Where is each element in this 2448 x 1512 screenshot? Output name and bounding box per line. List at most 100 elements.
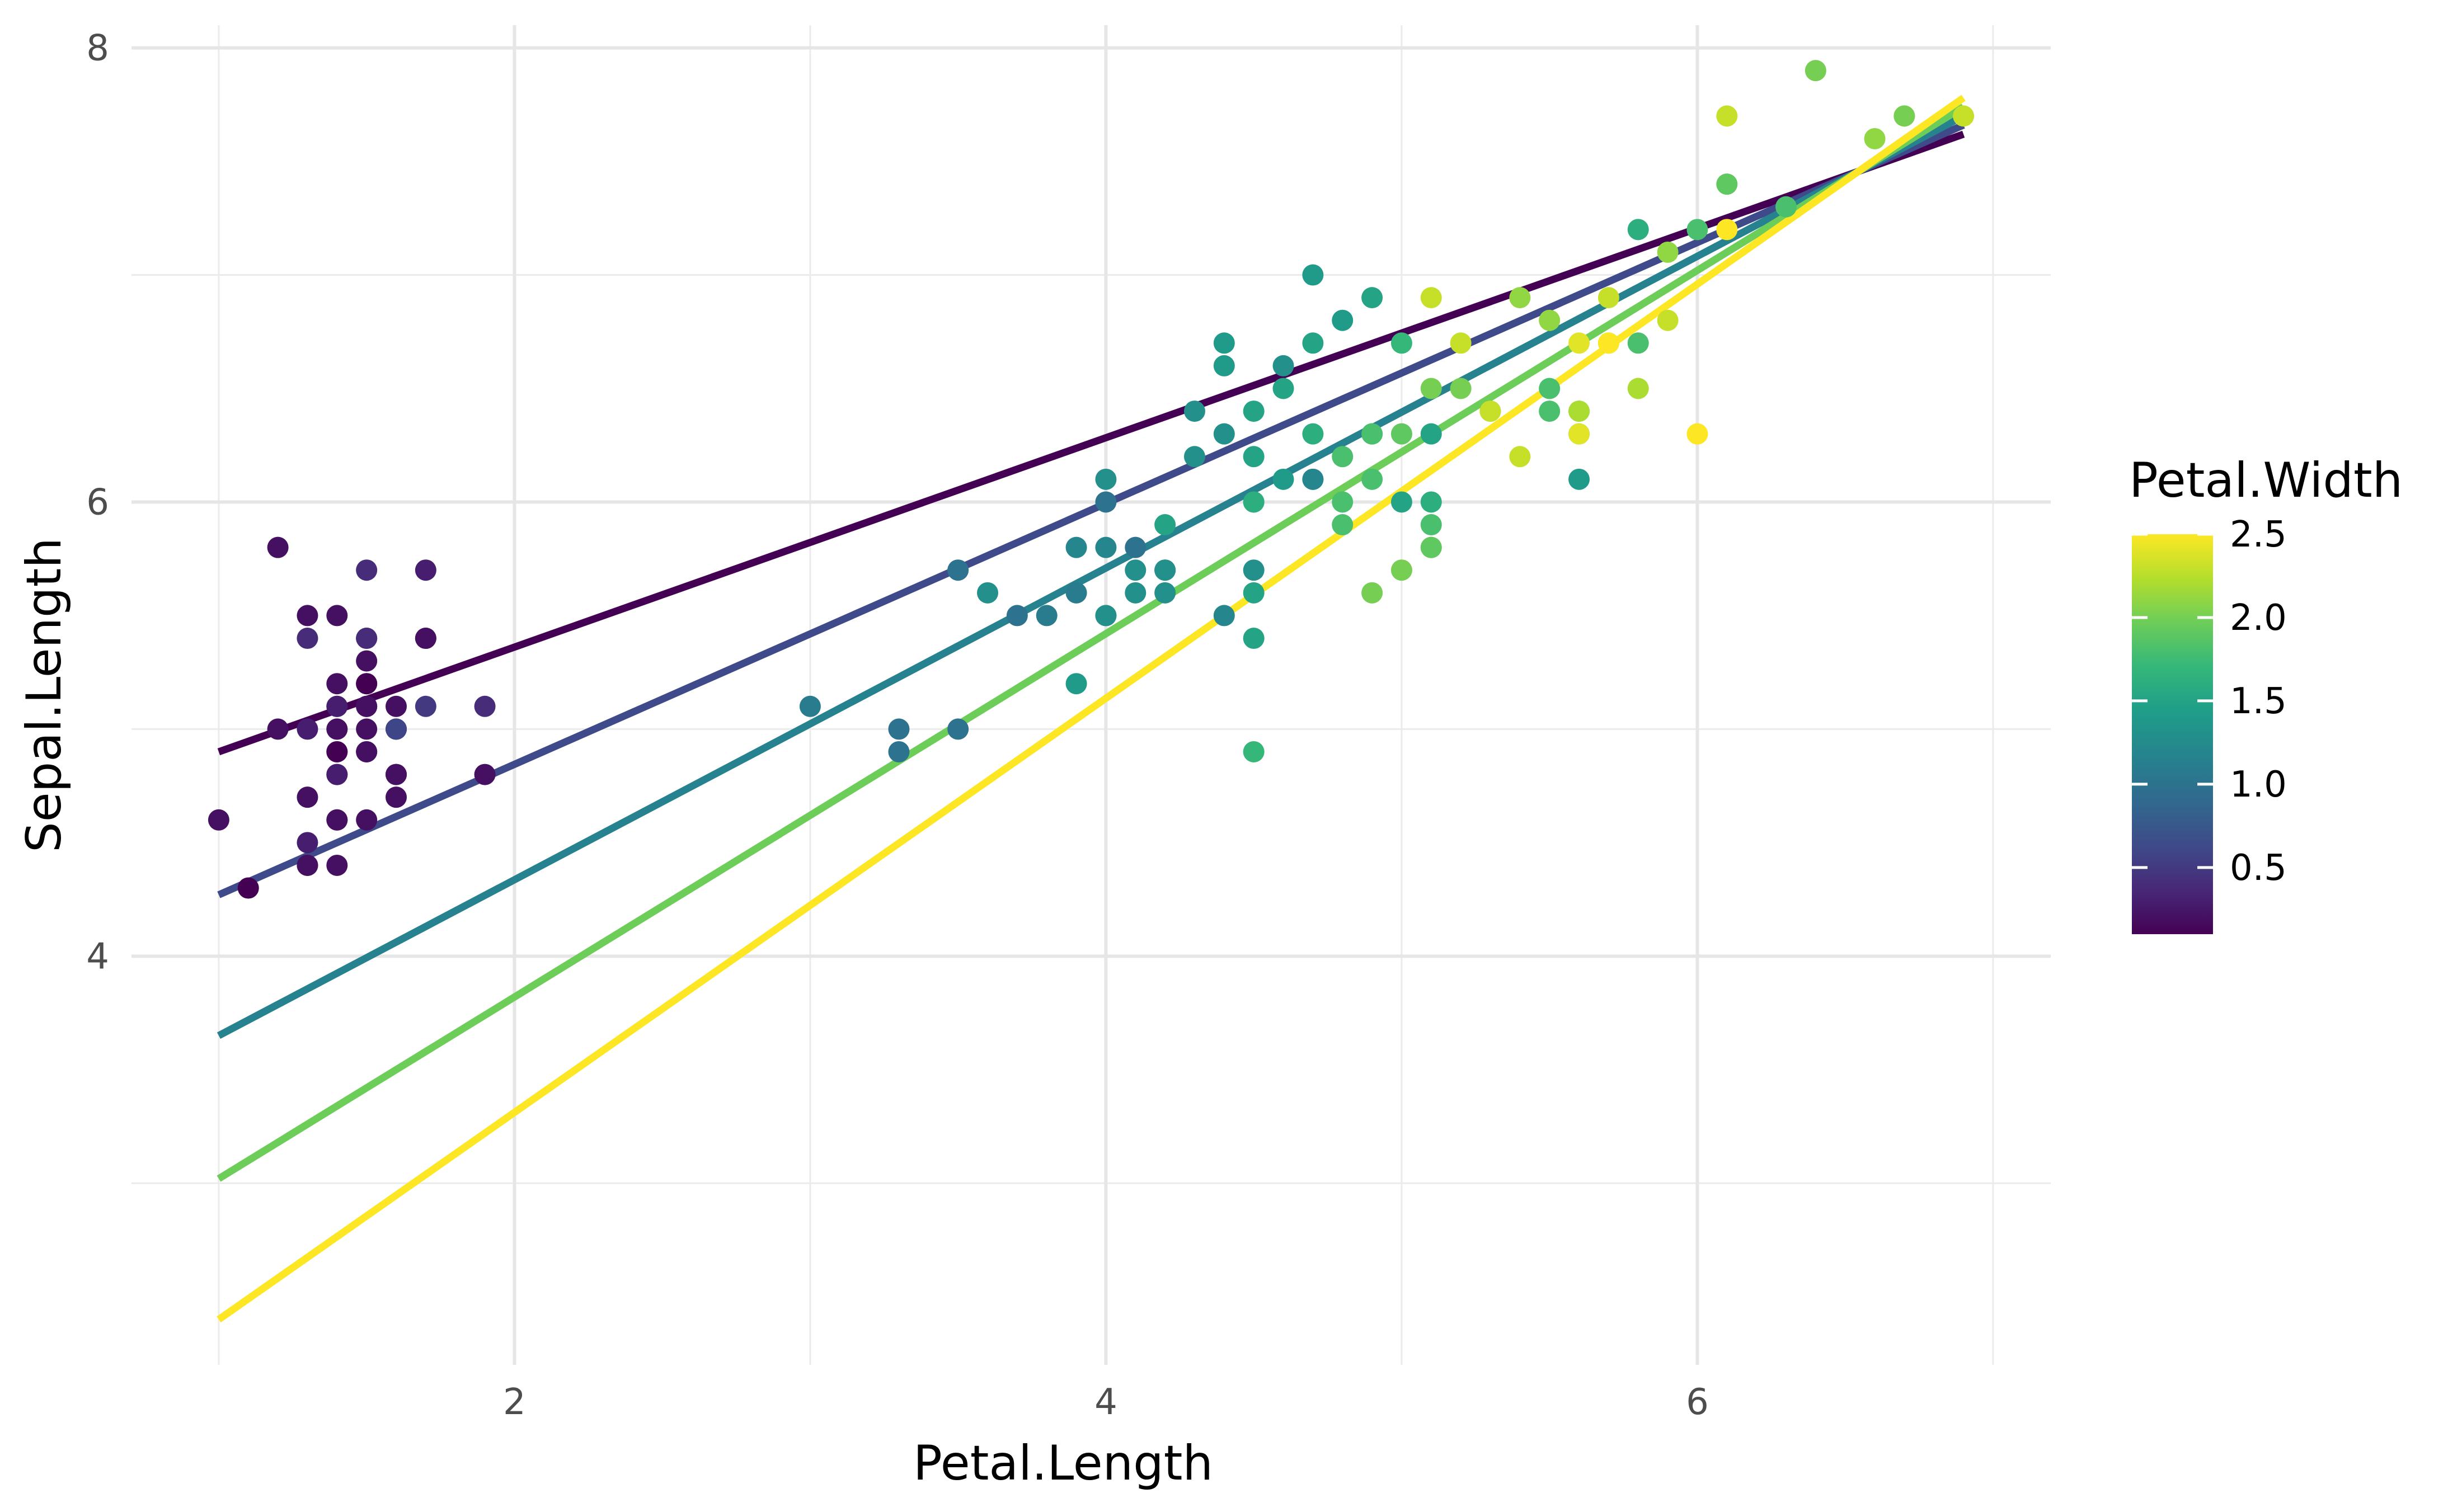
data-point: [386, 718, 407, 740]
data-points: [208, 60, 1975, 899]
data-point: [1450, 378, 1472, 399]
data-point: [1864, 128, 1886, 149]
x-tick-label: 2: [503, 1382, 526, 1423]
data-point: [1657, 309, 1679, 331]
regression-line: [217, 130, 1965, 756]
data-point: [1420, 287, 1442, 309]
data-point: [267, 536, 289, 558]
data-point: [267, 718, 289, 740]
data-point: [1361, 423, 1383, 445]
data-point: [799, 695, 821, 717]
data-point: [1213, 355, 1235, 376]
data-point: [1361, 582, 1383, 604]
data-point: [326, 854, 348, 876]
data-point: [1420, 423, 1442, 445]
data-point: [326, 741, 348, 762]
data-point: [1125, 536, 1147, 558]
legend-break-label: 0.5: [2230, 847, 2287, 889]
legend-break-label: 2.5: [2230, 514, 2287, 555]
data-point: [1213, 332, 1235, 354]
data-point: [326, 764, 348, 785]
data-point: [1154, 582, 1176, 604]
data-point: [326, 695, 348, 717]
data-point: [386, 764, 407, 785]
data-point: [356, 809, 378, 831]
data-point: [1243, 741, 1265, 762]
legend-break-label: 1.0: [2230, 764, 2287, 806]
data-point: [1095, 491, 1117, 513]
data-point: [1539, 309, 1561, 331]
data-point: [1716, 219, 1738, 241]
data-point: [1420, 536, 1442, 558]
data-point: [297, 628, 318, 649]
data-point: [1716, 173, 1738, 195]
data-point: [1183, 446, 1205, 468]
regression-line: [217, 112, 1966, 1039]
data-point: [1450, 332, 1472, 354]
data-point: [1568, 423, 1590, 445]
data-point: [1716, 105, 1738, 127]
data-point: [1243, 446, 1265, 468]
data-point: [1272, 378, 1294, 399]
data-point: [1597, 287, 1619, 309]
data-point: [326, 718, 348, 740]
data-point: [1065, 582, 1087, 604]
data-point: [1627, 332, 1649, 354]
data-point: [297, 605, 318, 627]
data-point: [1390, 332, 1412, 354]
data-point: [1361, 468, 1383, 490]
data-point: [1597, 332, 1619, 354]
data-point: [208, 809, 229, 831]
data-point: [1568, 401, 1590, 422]
data-point: [326, 809, 348, 831]
y-tick-label: 4: [86, 936, 109, 977]
data-point: [1479, 401, 1501, 422]
data-point: [1243, 491, 1265, 513]
data-point: [1420, 491, 1442, 513]
data-point: [1805, 60, 1826, 82]
data-point: [947, 718, 969, 740]
data-point: [1953, 105, 1975, 127]
data-point: [1390, 559, 1412, 581]
data-point: [1568, 468, 1590, 490]
data-point: [1272, 355, 1294, 376]
legend-title: Petal.Width: [2129, 453, 2403, 508]
data-point: [1568, 332, 1590, 354]
data-point: [1539, 378, 1561, 399]
regression-line: [217, 103, 1966, 1182]
y-tick-label: 6: [86, 482, 109, 523]
data-point: [1627, 378, 1649, 399]
data-point: [1509, 287, 1531, 309]
data-point: [1509, 446, 1531, 468]
data-point: [1154, 559, 1176, 581]
data-point: [977, 582, 999, 604]
data-point: [1036, 605, 1058, 627]
data-point: [1775, 196, 1797, 218]
data-point: [1420, 514, 1442, 536]
data-point: [356, 628, 378, 649]
data-point: [1627, 219, 1649, 241]
x-tick-label: 6: [1686, 1382, 1709, 1423]
data-point: [1243, 401, 1265, 422]
data-point: [297, 786, 318, 808]
x-axis-title: Petal.Length: [913, 1435, 1213, 1491]
y-axis-title: Sepal.Length: [16, 538, 72, 852]
axes: 2 4 6 4 6 8 Petal.Length Sepal.Length: [16, 28, 1709, 1491]
data-point: [1302, 264, 1324, 286]
data-point: [1125, 559, 1147, 581]
data-point: [1302, 332, 1324, 354]
legend: Petal.Width 0.5 1.0 1.5 2.0 2.5: [2129, 453, 2403, 934]
data-point: [1272, 468, 1294, 490]
data-point: [1243, 559, 1265, 581]
data-point: [1183, 401, 1205, 422]
data-point: [1893, 105, 1915, 127]
data-point: [415, 695, 436, 717]
data-point: [356, 695, 378, 717]
data-point: [326, 605, 348, 627]
data-point: [356, 741, 378, 762]
data-point: [1361, 287, 1383, 309]
data-point: [474, 695, 496, 717]
data-point: [1095, 468, 1117, 490]
data-point: [386, 786, 407, 808]
data-point: [1302, 423, 1324, 445]
